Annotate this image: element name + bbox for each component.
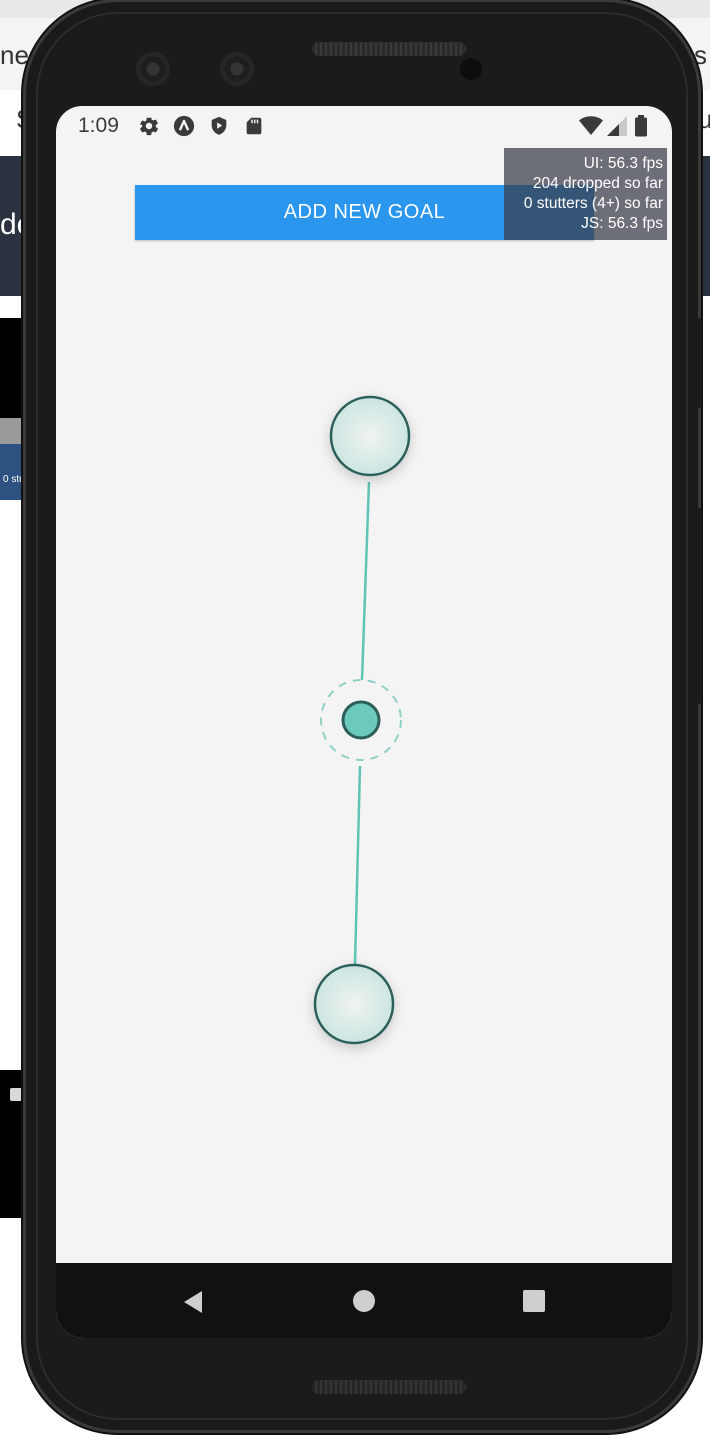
bottom-goal-node[interactable] (313, 963, 395, 1045)
top-speaker-grille (312, 42, 466, 56)
sd-card-icon (243, 115, 265, 137)
shield-play-icon (208, 115, 230, 137)
status-bar: 1:09 (56, 106, 672, 146)
middle-handle-node[interactable] (320, 679, 402, 761)
background-right-strip (696, 300, 710, 1300)
background-side-blue: 0 stu (0, 444, 30, 500)
background-text-fragment: 2 (22, 434, 28, 445)
front-camera-icon (220, 52, 254, 86)
background-side-grey: 2 (0, 418, 30, 445)
perf-monitor-overlay: UI: 56.3 fps 204 dropped so far 0 stutte… (504, 148, 667, 240)
connector-line (353, 765, 362, 965)
dropped-frames-readout: 204 dropped so far (532, 175, 663, 192)
proximity-sensor-icon (460, 58, 482, 80)
connector-line (360, 481, 371, 681)
volume-button[interactable] (696, 508, 702, 704)
a-icon (173, 115, 195, 137)
gear-icon (138, 115, 160, 137)
background-side-white (0, 500, 30, 1070)
top-goal-node[interactable] (329, 395, 411, 477)
power-button[interactable] (696, 318, 702, 408)
front-camera-icon (136, 52, 170, 86)
wifi-icon (578, 115, 604, 137)
status-time: 1:09 (78, 114, 119, 137)
phone-screen: 1:09 (56, 106, 672, 1338)
background-text-fragment: 0 stu (3, 474, 25, 485)
background-text-fragment: u (698, 104, 710, 134)
background-text-fragment: ne (0, 40, 29, 70)
battery-icon (633, 115, 649, 137)
goal-graph (313, 395, 411, 1045)
background-text-fragment: s (694, 40, 707, 70)
bottom-speaker-grille (312, 1380, 466, 1394)
background-square-icon (10, 1088, 23, 1101)
app-content: ADD NEW GOAL (56, 146, 672, 1263)
js-fps-readout: JS: 56.3 fps (581, 215, 663, 232)
signal-icon (606, 115, 628, 137)
ui-fps-readout: UI: 56.3 fps (583, 155, 663, 172)
stutters-readout: 0 stutters (4+) so far (523, 195, 663, 212)
android-nav-bar (56, 1263, 672, 1338)
recents-icon[interactable] (522, 1289, 546, 1313)
home-icon[interactable] (352, 1289, 376, 1313)
back-icon[interactable] (180, 1289, 206, 1315)
